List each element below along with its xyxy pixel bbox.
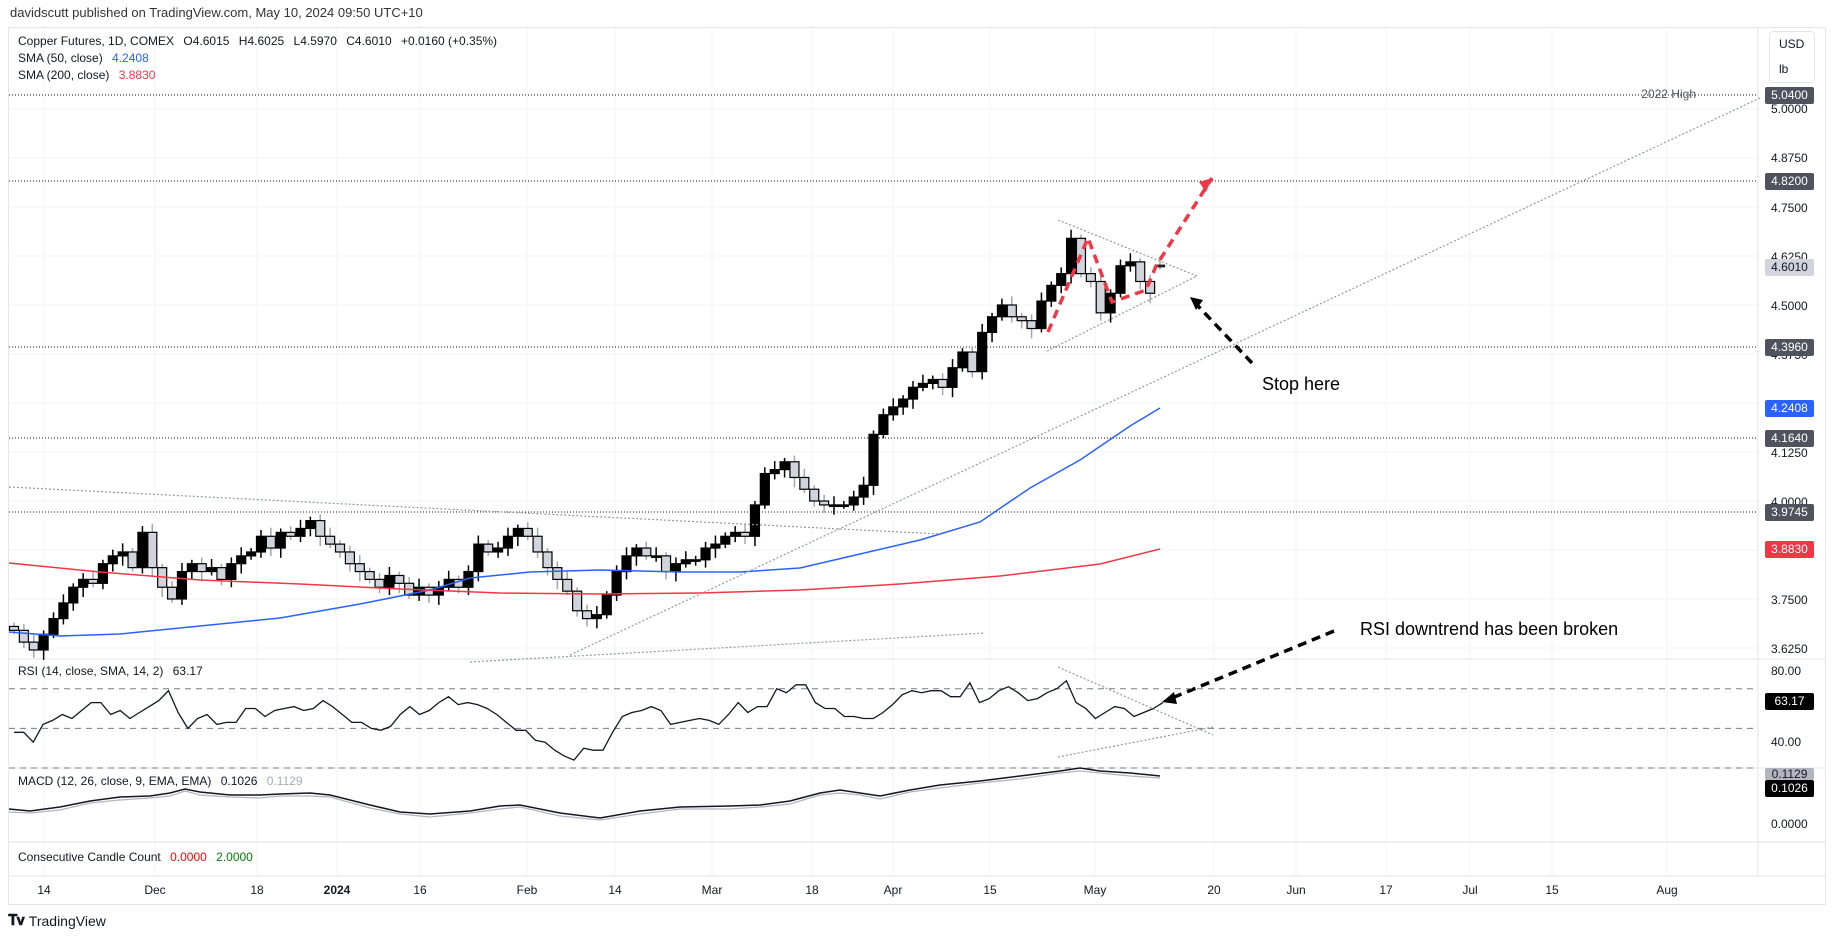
close-value: 4.6010 [354,34,392,48]
time-label: Jul [1462,883,1478,897]
annotation-rsi-break: RSI downtrend has been broken [1360,619,1619,639]
symbol-legend: Copper Futures, 1D, COMEX O4.6015 H4.602… [18,34,498,48]
time-label: Apr [883,883,903,897]
rsi-tick: 80.00 [1771,664,1802,678]
chart-frame[interactable] [8,27,1826,905]
price-tick: 4.1250 [1771,446,1808,460]
time-label: 20 [1207,883,1221,897]
tradingview-logo-icon: 𝐓𝐯 [8,912,25,929]
level-label-2022-high: 5.0400 [1765,87,1814,104]
time-label: Dec [144,883,166,897]
symbol-name: Copper Futures, 1D, COMEX [18,34,175,48]
time-label: 17 [1379,883,1393,897]
tradingview-brand: TradingView [28,912,106,929]
sma200-value: 3.8830 [118,68,156,82]
level-label: 4.8200 [1765,173,1814,190]
time-label: 15 [1545,883,1559,897]
macd-value: 0.1026 [220,774,258,788]
sma50-legend[interactable]: SMA (50, close) 4.2408 [18,51,149,65]
price-tick: 3.7500 [1771,593,1808,607]
macd-legend[interactable]: MACD (12, 26, close, 9, EMA, EMA) 0.1026… [18,774,303,788]
macd-label: 0.1026 [1765,780,1814,797]
sma50-price-label: 4.2408 [1765,400,1814,417]
sma200-price-label: 3.8830 [1765,541,1814,558]
time-label-year: 2024 [323,883,351,897]
time-label: 14 [608,883,622,897]
high-value: 4.6025 [247,34,285,48]
rsi-value: 63.17 [172,664,203,678]
price-tick: 5.0000 [1771,102,1808,116]
macd-signal-value: 0.1129 [266,774,303,788]
rsi-tick: 40.00 [1771,735,1802,749]
price-tick: 4.7500 [1771,201,1808,215]
macd-signal-label: 0.1129 [1765,768,1814,780]
rsi-legend[interactable]: RSI (14, close, SMA, 14, 2) 63.17 [18,664,203,678]
currency-label[interactable]: USD [1779,37,1805,51]
price-tick: 4.8750 [1771,151,1808,165]
time-label: 15 [983,883,997,897]
time-label: Feb [516,883,538,897]
level-label: 4.3960 [1765,339,1814,356]
ccc-value-1: 0.0000 [170,850,207,864]
published-byline: davidscutt published on TradingView.com,… [10,5,423,20]
level-label: 3.9745 [1765,504,1814,521]
open-value: 4.6015 [192,34,230,48]
time-label: 14 [37,883,51,897]
label-2022-high: 2022 High [1641,87,1696,101]
macd-tick: 0.0000 [1771,817,1808,831]
low-value: 4.5970 [300,34,337,48]
change-value: +0.0160 (+0.35%) [400,34,498,48]
current-price-label: 4.6010 [1765,259,1814,276]
ccc-value-2: 2.0000 [216,850,253,864]
price-tick: 3.6250 [1771,642,1808,656]
time-label: 18 [805,883,819,897]
annotation-stop-here: Stop here [1262,374,1341,394]
time-label: 18 [250,883,264,897]
ccc-legend[interactable]: Consecutive Candle Count 0.0000 2.0000 [18,850,253,864]
unit-label[interactable]: lb [1779,62,1789,76]
time-label: May [1083,883,1107,897]
sma200-legend[interactable]: SMA (200, close) 3.8830 [18,68,156,82]
tradingview-footer[interactable]: 𝐓𝐯 TradingView [8,912,106,929]
currency-unit-selector[interactable]: USD lb [1769,31,1815,83]
rsi-current-label: 63.17 [1765,693,1814,710]
time-label: Mar [701,883,723,897]
sma50-value: 4.2408 [112,51,149,65]
time-label: Aug [1656,883,1678,897]
price-tick: 4.5000 [1771,299,1808,313]
time-label: 16 [413,883,427,897]
level-label: 4.1640 [1765,430,1814,447]
time-label: Jun [1286,883,1306,897]
